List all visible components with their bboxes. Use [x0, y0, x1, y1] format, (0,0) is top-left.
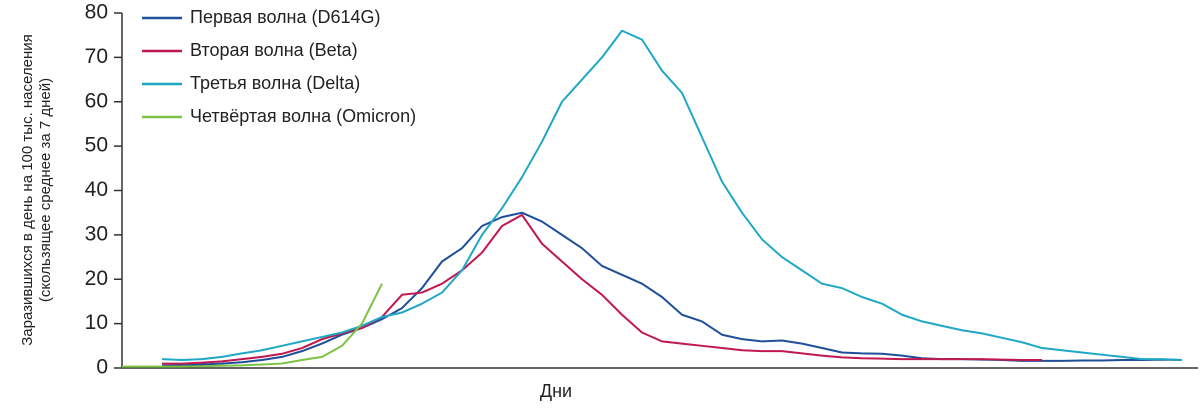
y-tick-label: 30 — [85, 222, 108, 245]
y-tick-label: 20 — [85, 267, 108, 290]
y-axis-label: Заразившихся в день на 100 тыс. населени… — [19, 34, 36, 346]
x-axis-label: Дни — [540, 381, 572, 401]
line-series — [161, 29, 1183, 362]
y-tick-label: 10 — [85, 311, 108, 334]
y-tick-label: 50 — [85, 134, 108, 157]
legend-label: Третья волна (Delta) — [190, 73, 360, 93]
line-series — [162, 213, 1042, 365]
y-axis-label: (скользящее среднее за 7 дней) — [37, 78, 54, 302]
legend-label: Первая волна (D614G) — [190, 7, 381, 27]
legend-label: Вторая волна (Beta) — [190, 40, 358, 60]
y-tick-label: 40 — [85, 178, 108, 201]
line-series — [122, 283, 383, 368]
y-tick-label: 60 — [85, 89, 108, 112]
y-tick-label: 0 — [96, 356, 108, 379]
legend-label: Четвёртая волна (Omicron) — [190, 106, 416, 126]
y-tick-label: 80 — [85, 1, 108, 24]
y-tick-label: 70 — [85, 45, 108, 68]
